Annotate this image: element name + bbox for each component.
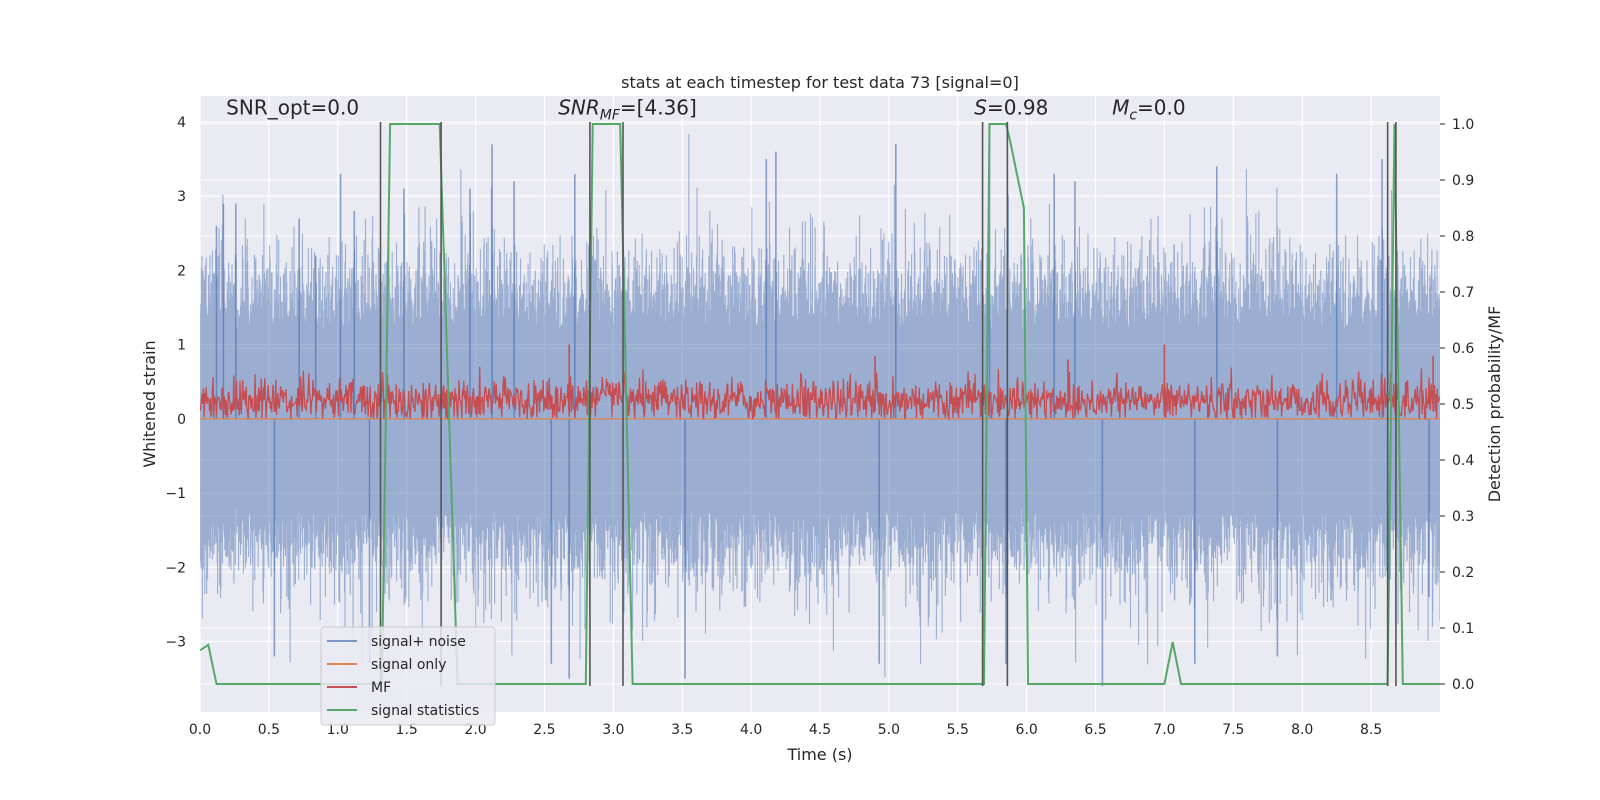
y2-tick-label: 0.2 bbox=[1452, 565, 1474, 581]
chart-title: stats at each timestep for test data 73 … bbox=[621, 73, 1019, 92]
x-tick-label: 6.0 bbox=[1016, 722, 1038, 738]
x-tick-label: 7.5 bbox=[1222, 722, 1244, 738]
legend: signal+ noise signal only MF signal statist… bbox=[320, 626, 496, 726]
y2-tick-label: 0.9 bbox=[1452, 173, 1474, 189]
legend-label: signal statistics bbox=[371, 703, 479, 719]
y2-tick-label: 0.3 bbox=[1452, 509, 1474, 525]
annotation-snr_mf: SNRMF=[4.36] bbox=[558, 96, 697, 124]
x-tick-label: 1.0 bbox=[327, 722, 349, 738]
series-signal-noise bbox=[200, 133, 1440, 687]
x-tick-label: 8.0 bbox=[1291, 722, 1313, 738]
y-tick-label: 4 bbox=[177, 115, 186, 131]
y2-tick-label: 0.6 bbox=[1452, 341, 1474, 357]
x-axis-label: Time (s) bbox=[786, 745, 852, 764]
annotation-snr_opt: SNR_opt=0.0 bbox=[226, 96, 359, 120]
y2-axis-ticks: 0.0 0.1 0.2 0.3 0.4 0.5 0.6 0.7 0.8 0.9 1.0 bbox=[1440, 117, 1474, 693]
x-tick-label: 4.0 bbox=[740, 722, 762, 738]
y-tick-label: −3 bbox=[165, 634, 186, 650]
signal-statistics-line bbox=[200, 123, 1440, 685]
y2-tick-label: 0.8 bbox=[1452, 229, 1474, 245]
legend-label: signal only bbox=[371, 657, 446, 673]
x-tick-label: 2.5 bbox=[533, 722, 555, 738]
y2-tick-label: 0.5 bbox=[1452, 397, 1474, 413]
y2-tick-label: 1.0 bbox=[1452, 117, 1474, 133]
x-tick-label: 3.5 bbox=[671, 722, 693, 738]
x-tick-label: 2.0 bbox=[464, 722, 486, 738]
y-tick-label: −2 bbox=[165, 560, 186, 576]
y-tick-label: −1 bbox=[165, 486, 186, 502]
mf-trace bbox=[200, 366, 1440, 421]
x-tick-label: 3.0 bbox=[602, 722, 624, 738]
annotation-s: S=0.98 bbox=[974, 96, 1048, 120]
y2-tick-label: 0.7 bbox=[1452, 285, 1474, 301]
y2-tick-label: 0.4 bbox=[1452, 453, 1474, 469]
x-tick-label: 5.0 bbox=[878, 722, 900, 738]
x-tick-label: 4.5 bbox=[809, 722, 831, 738]
annotations: SNR_opt=0.0 SNRMF=[4.36] S=0.98 Mc=0.0 bbox=[226, 96, 1185, 124]
y-tick-label: 0 bbox=[177, 412, 186, 428]
series-signal-statistics bbox=[200, 123, 1440, 685]
y-tick-label: 3 bbox=[177, 189, 186, 205]
annotation-mc: Mc=0.0 bbox=[1112, 96, 1186, 124]
legend-box bbox=[320, 626, 496, 726]
y2-axis-label: Detection probability/MF bbox=[1485, 306, 1504, 503]
x-tick-label: 5.5 bbox=[947, 722, 969, 738]
y2-tick-label: 0.0 bbox=[1452, 677, 1474, 693]
legend-label: MF bbox=[371, 680, 391, 696]
x-axis-ticks: 0.0 0.5 1.0 1.5 2.0 2.5 3.0 3.5 4.0 4.5 5.0 5.5 6.0 6… bbox=[189, 722, 1382, 738]
series-mf bbox=[200, 344, 1440, 421]
x-tick-label: 0.0 bbox=[189, 722, 211, 738]
x-tick-label: 6.5 bbox=[1084, 722, 1106, 738]
x-tick-label: 1.5 bbox=[396, 722, 418, 738]
y-tick-label: 1 bbox=[177, 338, 186, 354]
y-tick-label: 2 bbox=[177, 263, 186, 279]
legend-label: signal+ noise bbox=[371, 634, 466, 650]
x-tick-label: 0.5 bbox=[258, 722, 280, 738]
y-axis-label: Whitened strain bbox=[140, 340, 159, 467]
x-tick-label: 8.5 bbox=[1360, 722, 1382, 738]
x-tick-label: 7.0 bbox=[1153, 722, 1175, 738]
y2-tick-label: 0.1 bbox=[1452, 621, 1474, 637]
y-axis-ticks: −3 −2 −1 0 1 2 3 4 bbox=[165, 115, 186, 651]
